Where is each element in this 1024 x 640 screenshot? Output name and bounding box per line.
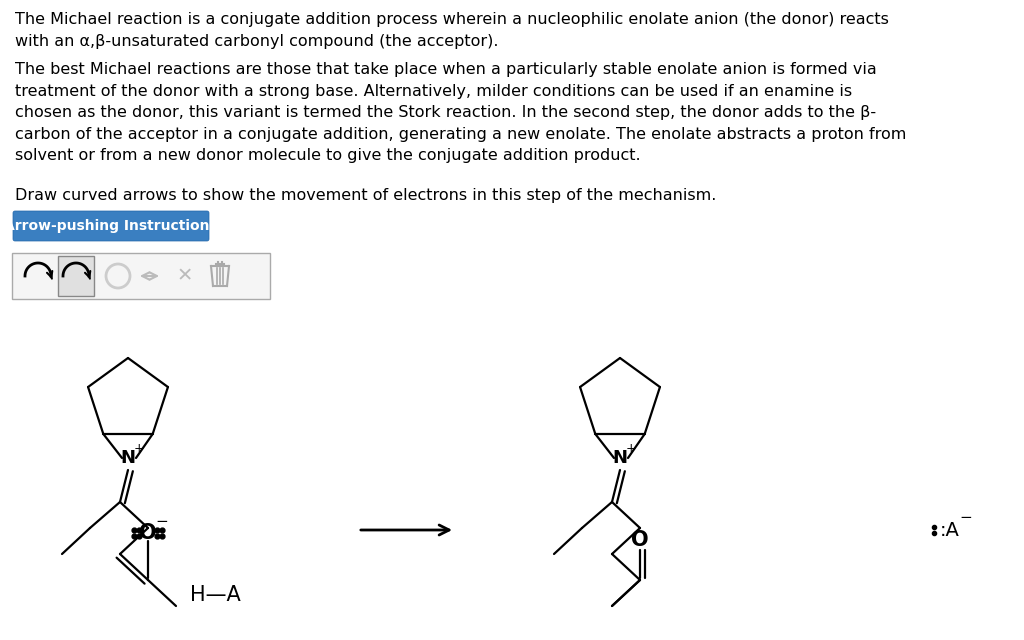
Text: The best Michael reactions are those that take place when a particularly stable : The best Michael reactions are those tha… <box>15 62 906 163</box>
Text: +: + <box>626 442 636 454</box>
Text: +: + <box>134 442 144 454</box>
Text: ✕: ✕ <box>177 266 194 285</box>
Text: Draw curved arrows to show the movement of electrons in this step of the mechani: Draw curved arrows to show the movement … <box>15 188 717 203</box>
Text: Arrow-pushing Instructions: Arrow-pushing Instructions <box>4 219 218 233</box>
Text: N: N <box>612 449 628 467</box>
Text: −: − <box>959 511 973 525</box>
Text: H—A: H—A <box>189 585 241 605</box>
FancyBboxPatch shape <box>58 256 94 296</box>
FancyBboxPatch shape <box>12 253 270 299</box>
Text: N: N <box>121 449 135 467</box>
Text: −: − <box>156 513 168 529</box>
Text: O: O <box>139 523 157 543</box>
FancyBboxPatch shape <box>13 211 209 241</box>
Text: O: O <box>631 530 649 550</box>
Text: :A: :A <box>940 520 959 540</box>
Text: The Michael reaction is a conjugate addition process wherein a nucleophilic enol: The Michael reaction is a conjugate addi… <box>15 12 889 49</box>
